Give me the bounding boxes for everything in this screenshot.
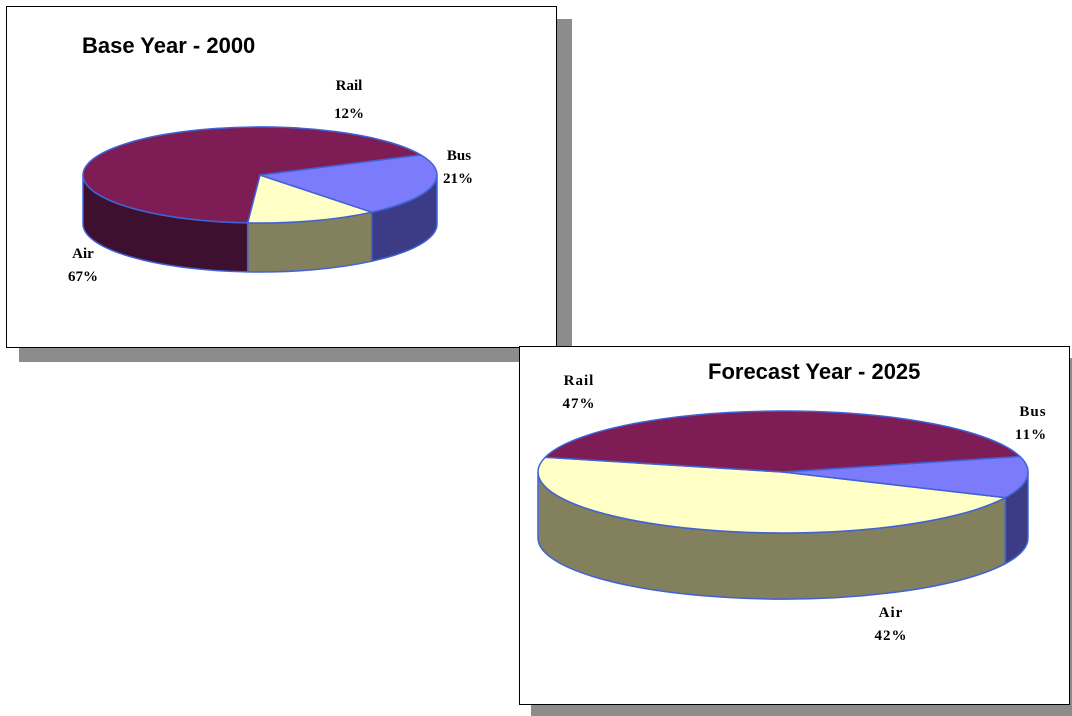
chart-2-rail-name-label: Rail	[564, 373, 595, 389]
chart-1-pie-group: Rail 12% Bus 21% Air 67%	[68, 78, 473, 285]
chart-1-bus-percent-label: 21%	[443, 171, 473, 187]
chart-2-rail-percent-label: 47%	[563, 396, 596, 412]
chart-2-bus-percent-label: 11%	[1015, 427, 1047, 443]
chart-1-bus-slice	[259, 154, 438, 213]
chart-2-bus-name-label: Bus	[1019, 404, 1046, 420]
chart-1-rail-name-label: Rail	[336, 78, 363, 94]
chart-1-air-slice	[82, 126, 422, 224]
chart-2-air-name-label: Air	[879, 605, 904, 621]
chart-1-bus-name-label: Bus	[447, 148, 471, 164]
chart-2-title: Forecast Year - 2025	[708, 359, 921, 384]
chart-2-bus-slice	[782, 455, 1029, 499]
chart-1-air-percent-label: 67%	[68, 269, 98, 285]
chart-1-air-name-label: Air	[72, 246, 94, 262]
chart-2-air-percent-label: 42%	[875, 628, 908, 644]
chart-1-rail-slice	[246, 174, 373, 224]
chart-2-air-slice	[544, 410, 1021, 473]
chart-1-rail-percent-label: 12%	[334, 106, 364, 122]
chart-2-rail-slice	[537, 456, 1007, 534]
chart-1-title: Base Year - 2000	[82, 33, 256, 58]
chart-2-pie-group: Rail 47% Bus 11% Air 42%	[537, 373, 1047, 644]
